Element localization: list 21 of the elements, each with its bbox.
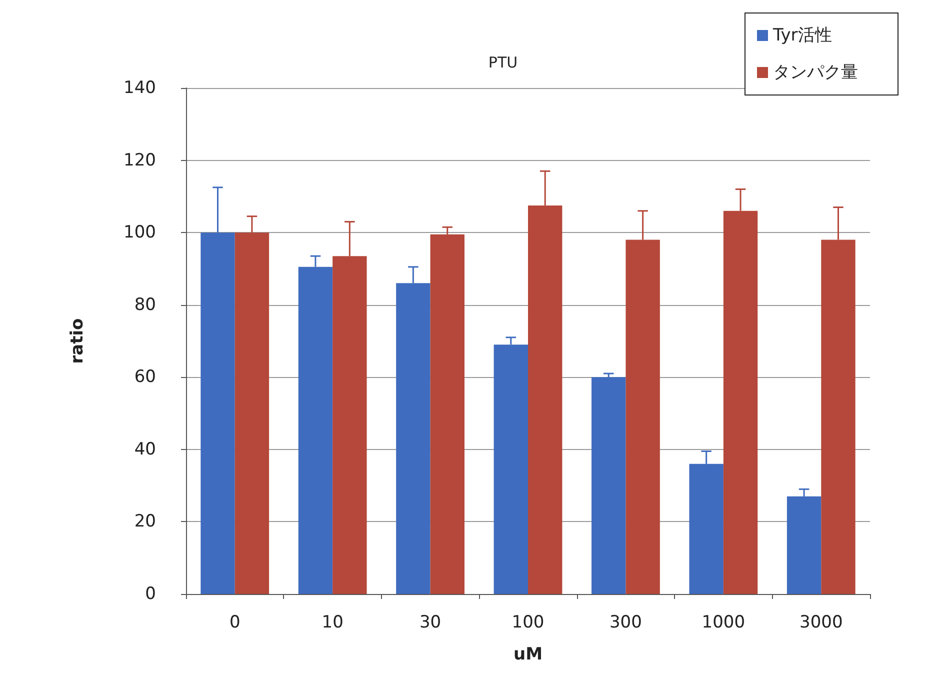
y-tick-label: 100 — [124, 222, 156, 243]
y-tick-label: 80 — [134, 294, 156, 315]
y-tick-label: 40 — [134, 439, 156, 460]
legend-label: Tyr活性 — [772, 26, 832, 46]
x-tick-label: 1000 — [702, 612, 746, 632]
y-axis-title: ratio — [68, 318, 88, 364]
x-tick-label: 3000 — [800, 612, 843, 632]
y-tick-label: 0 — [145, 584, 156, 604]
chart-title: PTU — [488, 54, 518, 72]
x-tick-label: 300 — [609, 612, 642, 632]
legend-label: タンパク量 — [773, 62, 858, 82]
y-tick-label: 120 — [124, 150, 156, 170]
x-axis-title: uM — [513, 644, 543, 664]
x-tick-label: 10 — [322, 612, 344, 632]
y-tick-label: 60 — [134, 367, 156, 388]
x-tick-label: 30 — [419, 612, 442, 632]
y-tick-label: 20 — [134, 512, 156, 532]
y-tick-label: 140 — [124, 78, 156, 98]
x-tick-label: 100 — [512, 612, 544, 632]
x-tick-label: 0 — [229, 612, 240, 632]
bar — [592, 377, 626, 594]
